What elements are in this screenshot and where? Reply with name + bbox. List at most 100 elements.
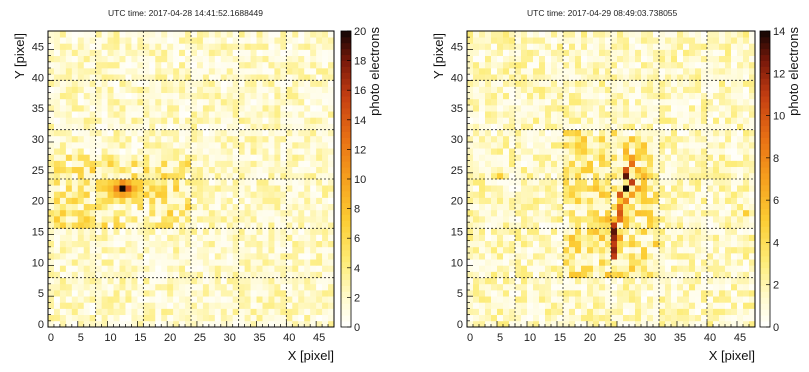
heatmap-cell (617, 216, 624, 223)
heatmap-cell (280, 197, 287, 205)
heatmap-panel-2: 0 5 10 15 20 25 30 35 40 45051015202530354045UTC … (431, 8, 801, 363)
heatmap-cell (292, 148, 299, 155)
heatmap-cell (659, 203, 666, 211)
heatmap-cell (683, 314, 690, 322)
heatmap-cell (575, 135, 582, 143)
heatmap-cell (497, 80, 504, 87)
heatmap-cell (196, 240, 204, 248)
heatmap-cell (617, 308, 624, 316)
heatmap-cell (286, 105, 293, 112)
heatmap-cell (509, 43, 516, 50)
heatmap-cell (725, 185, 732, 192)
heatmap-cell (737, 234, 744, 242)
heatmap-cell (238, 43, 245, 50)
heatmap-cell (316, 37, 323, 44)
heatmap-cell (250, 191, 257, 198)
heatmap-cell (286, 228, 293, 235)
heatmap-cell (689, 296, 696, 303)
heatmap-cell (497, 222, 504, 229)
heatmap-cell (497, 246, 504, 254)
heatmap-cell (191, 49, 198, 57)
heatmap-cell (214, 277, 222, 285)
heatmap-cell (641, 253, 648, 260)
heatmap-cell (328, 31, 335, 38)
heatmap-cell (244, 265, 251, 272)
heatmap-cell (59, 191, 67, 198)
heatmap-cell (191, 283, 198, 291)
heatmap-cell (322, 154, 329, 161)
heatmap-cell (599, 154, 606, 161)
heatmap-cell (328, 222, 335, 229)
heatmap-cell (659, 246, 666, 254)
heatmap-cell (226, 296, 234, 303)
heatmap-cell (53, 92, 61, 100)
heatmap-cell (713, 271, 720, 279)
heatmap-cell (286, 135, 293, 143)
heatmap-cell (473, 314, 480, 322)
heatmap-cell (286, 55, 293, 63)
heatmap-cell (292, 55, 299, 63)
heatmap-cell (65, 253, 73, 260)
heatmap-cell (485, 129, 492, 137)
heatmap-cell (161, 197, 168, 205)
heatmap-cell (226, 68, 234, 75)
heatmap-cell (268, 308, 275, 316)
heatmap-cell (304, 154, 311, 161)
heatmap-cell (515, 197, 522, 205)
heatmap-cell (185, 283, 192, 291)
heatmap-cell (641, 209, 648, 217)
heatmap-cell (208, 222, 216, 229)
heatmap-cell (310, 92, 317, 100)
heatmap-cell (262, 68, 269, 75)
heatmap-cell (268, 222, 275, 229)
heatmap-cell (509, 154, 516, 161)
heatmap-cell (167, 98, 174, 106)
heatmap-cell (149, 185, 156, 192)
heatmap-cell (725, 277, 732, 285)
heatmap-cell (623, 86, 630, 94)
heatmap-cell (95, 253, 102, 260)
heatmap-cell (575, 302, 582, 309)
heatmap-cell (274, 98, 281, 106)
heatmap-cell (185, 111, 192, 118)
heatmap-cell (467, 74, 474, 81)
heatmap-cell (125, 191, 132, 198)
heatmap-cell (713, 92, 720, 100)
heatmap-cell (137, 61, 144, 69)
heatmap-cell (149, 142, 156, 149)
heatmap-cell (304, 246, 311, 254)
heatmap-cell (262, 228, 269, 235)
heatmap-cell (695, 86, 702, 94)
heatmap-cell (256, 296, 263, 303)
heatmap-cell (59, 265, 67, 272)
heatmap-cell (173, 166, 180, 174)
heatmap-cell (695, 31, 702, 38)
heatmap-cell (131, 308, 138, 316)
heatmap-cell (497, 277, 504, 285)
heatmap-cell (185, 37, 192, 44)
heatmap-cell (48, 31, 55, 38)
heatmap-cell (641, 166, 648, 174)
heatmap-cell (131, 172, 138, 180)
heatmap-cell (581, 129, 588, 137)
heatmap-cell (671, 320, 678, 328)
heatmap-cell (593, 253, 600, 260)
heatmap-cell (521, 302, 528, 309)
heatmap-cell (485, 277, 492, 285)
heatmap-cell (731, 228, 738, 235)
heatmap-cell (707, 216, 714, 223)
heatmap-cell (689, 68, 696, 75)
heatmap-cell (521, 246, 528, 254)
heatmap-cell (65, 222, 73, 229)
heatmap-cell (232, 148, 240, 155)
heatmap-cell (689, 135, 696, 143)
heatmap-cell (191, 68, 198, 75)
heatmap-cell (707, 135, 714, 143)
heatmap-cell (599, 61, 606, 69)
heatmap-cell (155, 148, 162, 155)
heatmap-cell (617, 117, 624, 124)
heatmap-cell (316, 148, 323, 155)
heatmap-cell (605, 105, 612, 112)
heatmap-cell (701, 185, 708, 192)
heatmap-cell (587, 148, 594, 155)
